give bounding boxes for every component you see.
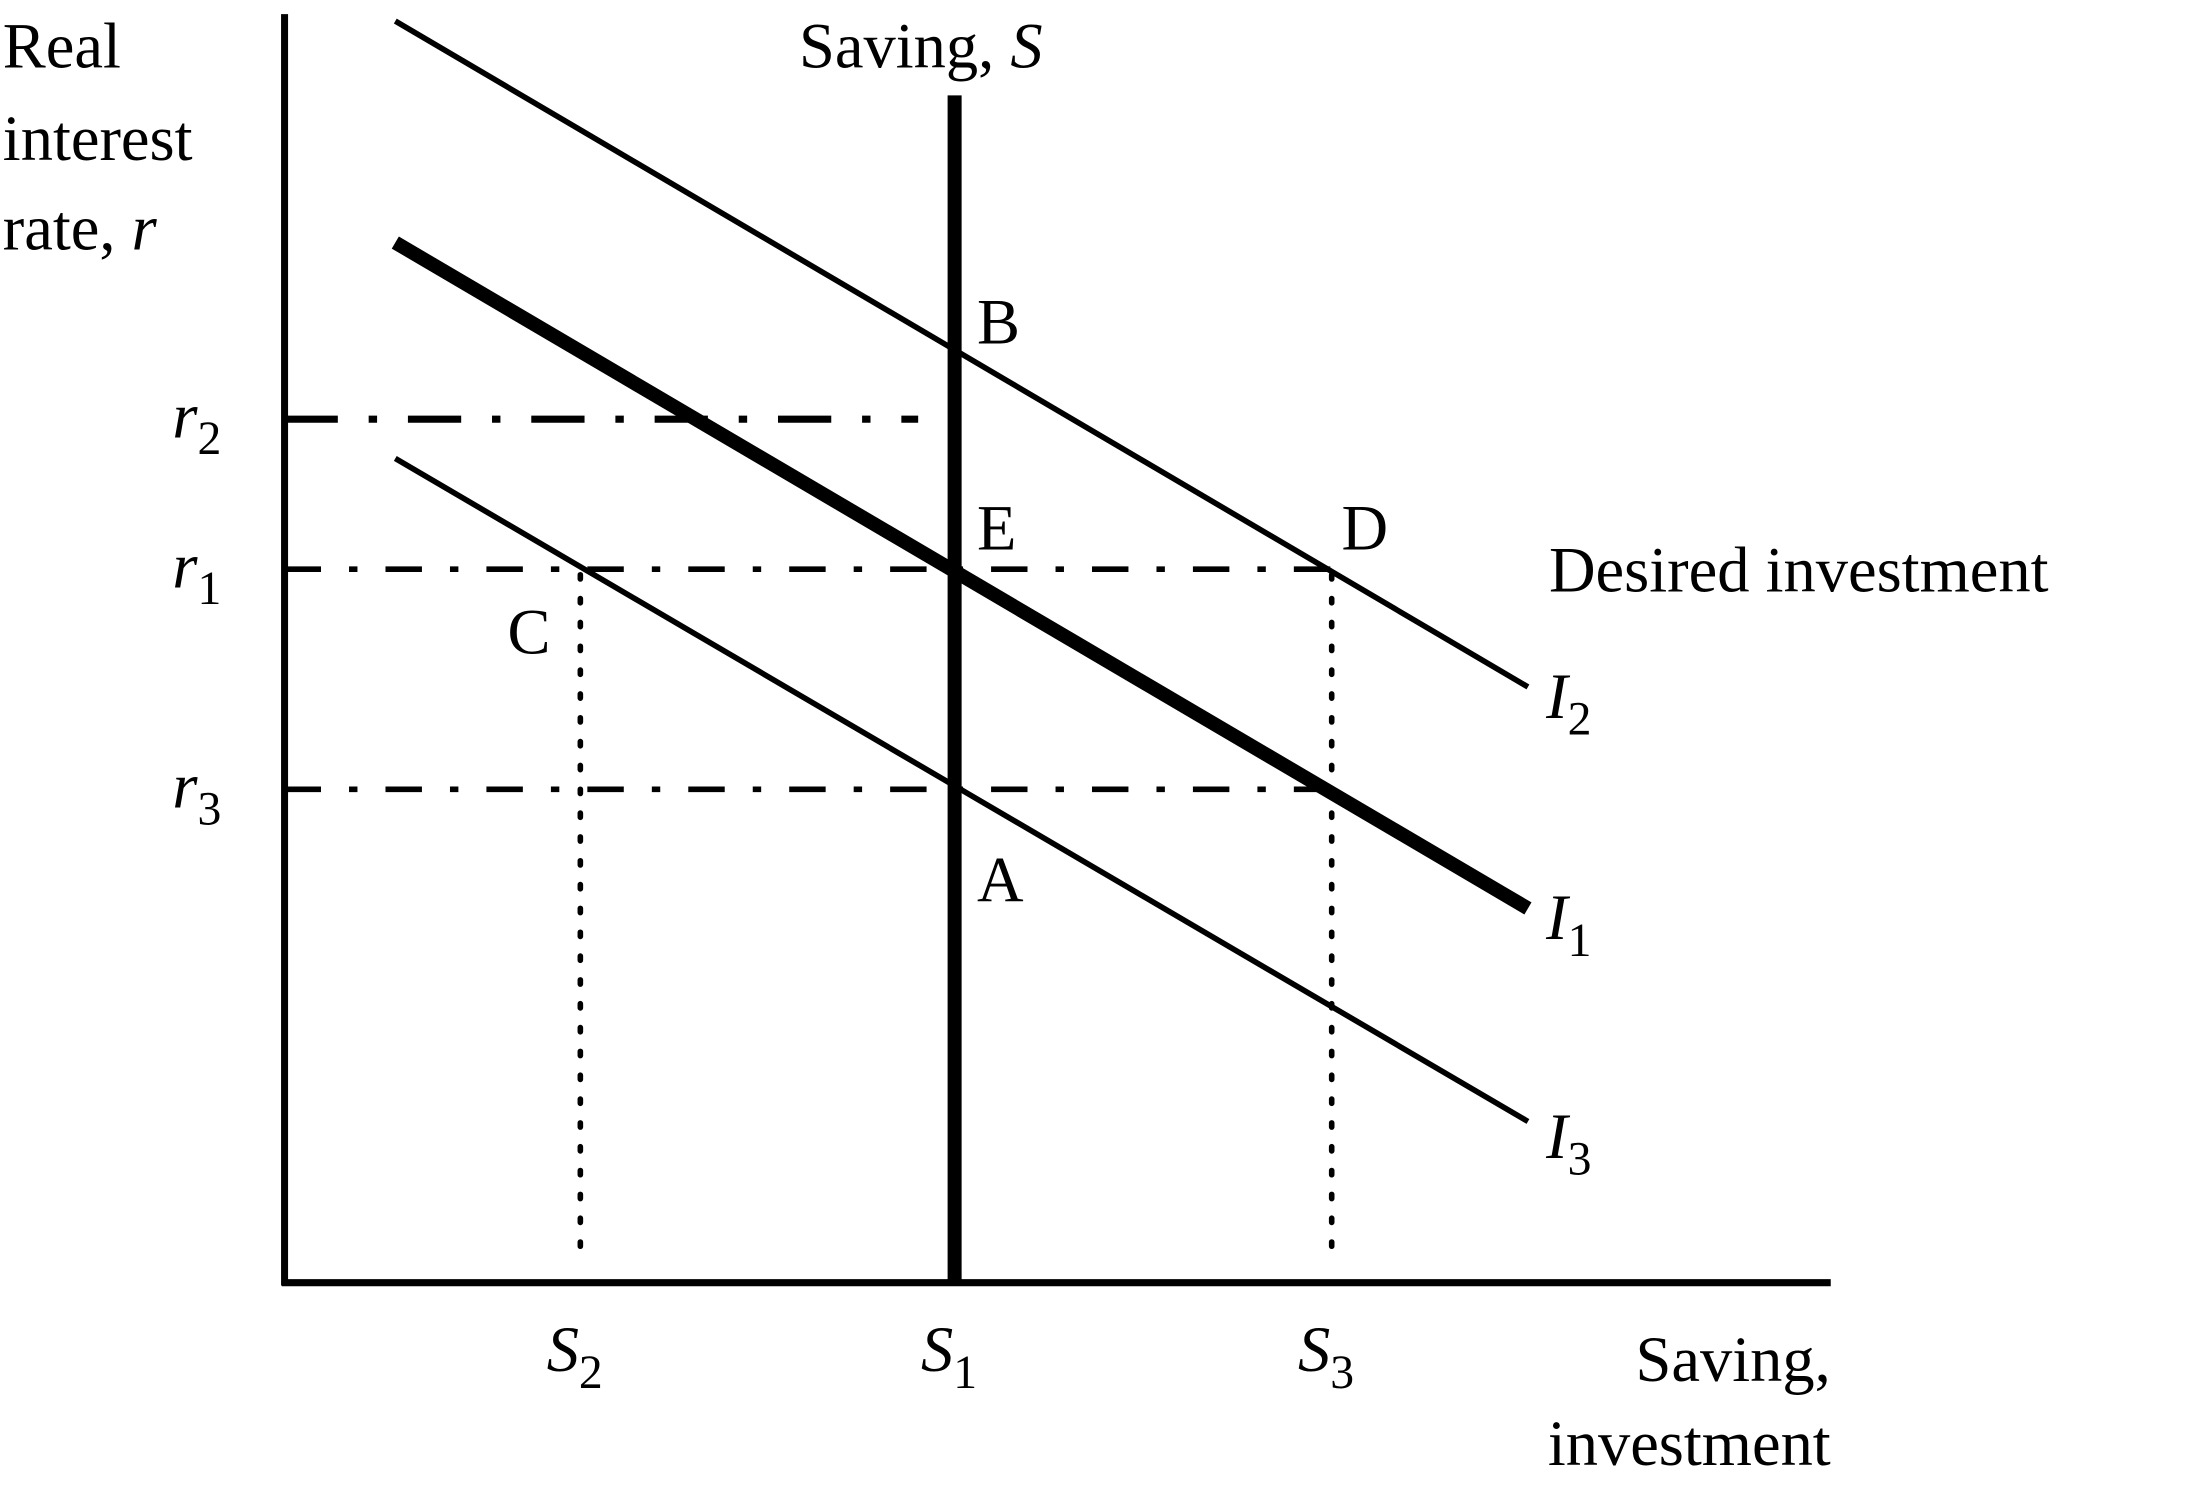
point-c-label: C [507,596,550,667]
saving-curve-label: Saving, S [799,10,1043,81]
tick-s2: S2 [547,1314,603,1399]
point-b-label: B [977,286,1020,357]
point-d-label: D [1342,493,1389,564]
x-axis-label-line1: Saving, [1636,1324,1831,1395]
tick-s1: S1 [921,1314,977,1399]
tick-s3: S3 [1298,1314,1354,1399]
label-i1: I1 [1545,882,1591,967]
desired-investment-label: Desired investment [1549,535,2049,606]
point-e-label: E [977,493,1016,564]
x-axis-label-line2: investment [1548,1408,1831,1479]
y-axis-label-line3: rate, r [3,193,158,264]
y-axis-label-line2: interest [3,103,193,174]
label-i3: I3 [1545,1101,1591,1186]
tick-r2: r2 [172,380,221,465]
point-a-label: A [977,844,1024,915]
tick-r1: r1 [172,530,221,615]
y-axis-label-line1: Real [3,10,121,81]
label-i2: I2 [1545,661,1591,746]
tick-r3: r3 [172,750,221,835]
